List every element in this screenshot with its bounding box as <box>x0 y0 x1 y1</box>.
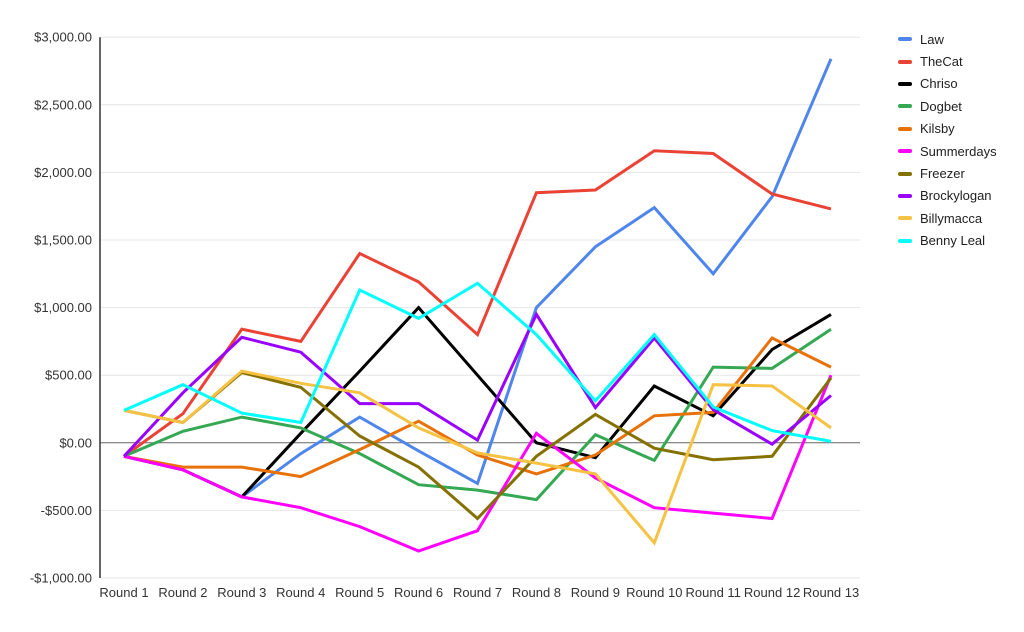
x-axis-tick-label: Round 5 <box>335 585 384 600</box>
x-axis-tick-label: Round 2 <box>158 585 207 600</box>
y-axis-tick-label: $2,500.00 <box>34 97 92 112</box>
series-line-law <box>123 58 833 499</box>
series-line-billymacca <box>123 369 832 546</box>
legend-item-chriso: Chriso <box>898 73 997 95</box>
y-axis-tick-label: $2,000.00 <box>34 165 92 180</box>
legend-item-summerdays: Summerdays <box>898 140 997 162</box>
y-axis-tick-label: -$1,000.00 <box>30 571 92 586</box>
series-line-freezer <box>123 370 833 521</box>
x-axis-tick-label: Round 6 <box>394 585 443 600</box>
x-axis-tick-label: Round 10 <box>626 585 682 600</box>
y-axis-tick-label: $3,000.00 <box>34 30 92 45</box>
legend-label: Billymacca <box>920 210 983 226</box>
legend-swatch-icon <box>898 216 912 221</box>
legend-swatch-icon <box>898 59 912 64</box>
legend-item-billymacca: Billymacca <box>898 207 997 229</box>
series-line-summerdays <box>123 374 833 553</box>
y-axis-tick-label: $500.00 <box>45 368 92 383</box>
legend-label: Law <box>920 31 944 47</box>
legend-label: Benny Leal <box>920 233 986 249</box>
legend-item-kilsby: Kilsby <box>898 118 997 140</box>
y-axis-tick-label: $1,500.00 <box>34 233 92 248</box>
legend-item-brockylogan: Brockylogan <box>898 185 997 207</box>
x-axis-tick-label: Round 3 <box>217 585 266 600</box>
x-axis-tick-label: Round 1 <box>99 585 148 600</box>
x-axis-tick-label: Round 8 <box>512 585 561 600</box>
y-axis-tick-label: $0.00 <box>59 435 92 450</box>
legend-label: Dogbet <box>920 98 962 114</box>
legend-item-benny-leal: Benny Leal <box>898 230 997 252</box>
series-line-thecat <box>123 149 832 458</box>
x-axis-tick-label: Round 9 <box>571 585 620 600</box>
legend-swatch-icon <box>898 81 912 86</box>
legend-swatch-icon <box>898 171 912 176</box>
legend-item-thecat: TheCat <box>898 50 997 72</box>
legend-item-dogbet: Dogbet <box>898 95 997 117</box>
legend-label: Chriso <box>920 76 958 92</box>
series-line-kilsby <box>123 336 832 479</box>
x-axis-tick-label: Round 7 <box>453 585 502 600</box>
legend: Law TheCat Chriso Dogbet Kilsby Summerdays Fre… <box>898 28 997 252</box>
x-axis-tick-label: Round 4 <box>276 585 325 600</box>
legend-label: TheCat <box>920 54 963 70</box>
legend-label: Kilsby <box>920 121 955 137</box>
legend-label: Summerdays <box>920 143 997 159</box>
x-axis-tick-label: Round 11 <box>685 585 740 600</box>
legend-swatch-icon <box>898 149 912 154</box>
y-axis-tick-label: -$500.00 <box>41 503 92 518</box>
series-line-benny-leal <box>123 281 832 443</box>
legend-swatch-icon <box>898 37 912 42</box>
legend-swatch-icon <box>898 238 912 243</box>
legend-label: Freezer <box>920 166 965 182</box>
legend-swatch-icon <box>898 104 912 109</box>
series-line-dogbet <box>123 327 832 502</box>
legend-swatch-icon <box>898 126 912 131</box>
legend-item-freezer: Freezer <box>898 162 997 184</box>
x-axis-tick-label: Round 13 <box>803 585 859 600</box>
legend-label: Brockylogan <box>920 188 992 204</box>
legend-swatch-icon <box>898 193 912 198</box>
series-line-brockylogan <box>122 311 832 458</box>
x-axis-tick-label: Round 12 <box>744 585 800 600</box>
y-axis-tick-label: $1,000.00 <box>34 300 92 315</box>
legend-item-law: Law <box>898 28 997 50</box>
